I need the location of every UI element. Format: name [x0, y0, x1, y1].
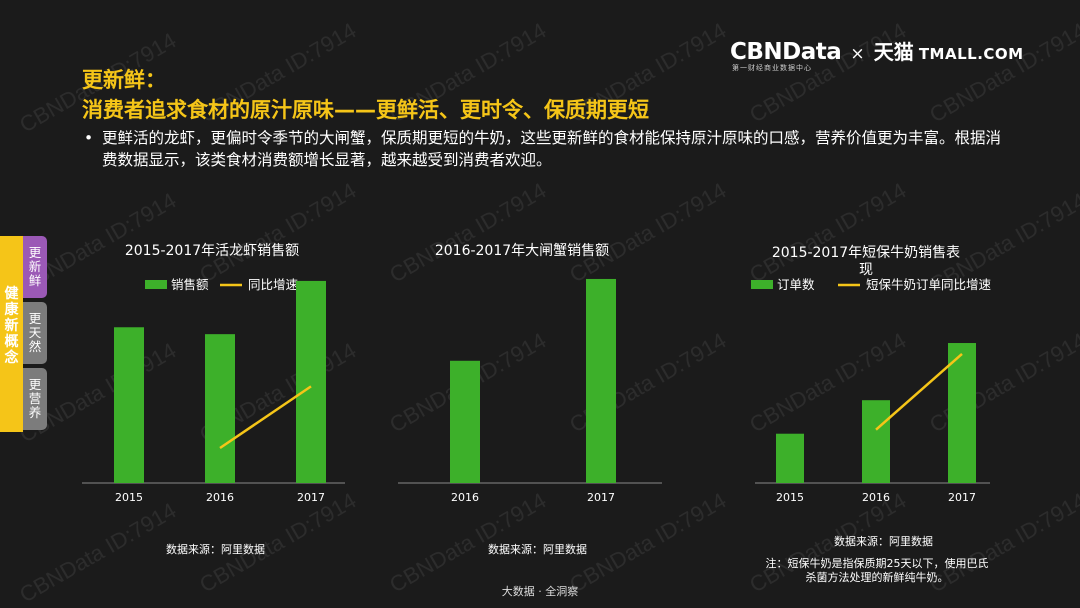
chart-title: 2015-2017年活龙虾销售额 [125, 243, 299, 259]
x-tick-label: 2017 [297, 491, 325, 504]
sidebar-category-text: 健康新概念 [4, 286, 19, 366]
chart-bar [114, 327, 144, 483]
x-tick-label: 2015 [115, 491, 143, 504]
growth-line [219, 385, 312, 450]
legend-label-bar: 订单数 [777, 277, 815, 292]
cbndata-logo: CBNData [730, 39, 842, 65]
sidebar-tab-label: 更营养 [28, 377, 42, 420]
x-tick-label: 2015 [776, 491, 804, 504]
chart-bar [296, 280, 326, 483]
tmall-logo-en: TMALL.COM [918, 45, 1024, 63]
chart-bar [586, 278, 616, 483]
bullet-marker: • [84, 129, 94, 147]
growth-line [875, 353, 963, 431]
bullet-text: 更鲜活的龙虾，更偏时令季节的大闸蟹，保质期更短的牛奶，这些更新鲜的食材能保持原汁… [102, 129, 1002, 169]
legend-label-bar: 销售额 [171, 277, 209, 292]
chart-bar [948, 343, 976, 483]
x-tick-label: 2016 [206, 491, 234, 504]
chart1-source: 数据来源：阿里数据 [166, 543, 265, 556]
tmall-logo-cn: 天猫 [873, 40, 914, 64]
footer-tagline: 大数据 · 全洞察 [501, 585, 579, 598]
legend-label-line: 短保牛奶订单同比增速 [866, 277, 992, 292]
sidebar-tab-label: 更新鲜 [28, 245, 42, 288]
bullet-paragraph: • 更鲜活的龙虾，更偏时令季节的大闸蟹，保质期更短的牛奶，这些更新鲜的食材能保持… [84, 127, 1014, 171]
chart-bar [776, 433, 804, 483]
x-tick-label: 2017 [587, 491, 615, 504]
sidebar-tab-label: 更天然 [28, 311, 42, 354]
x-tick-label: 2017 [948, 491, 976, 504]
section-title: 更新鲜： [82, 68, 166, 92]
sidebar-category-label: 健康新概念 [0, 286, 23, 366]
legend-swatch-bar [145, 280, 167, 289]
x-tick-label: 2016 [451, 491, 479, 504]
chart-bar [862, 400, 890, 483]
chart-bar [205, 334, 235, 483]
chart3-source: 数据来源：阿里数据 [834, 535, 933, 548]
legend-label-line: 同比增速 [248, 277, 299, 292]
chart2-source: 数据来源：阿里数据 [488, 543, 587, 556]
sidebar-tab-fresher[interactable]: 更新鲜 [23, 236, 47, 298]
x-tick-label: 2016 [862, 491, 890, 504]
chart-bar [450, 360, 480, 483]
cbndata-logo-subtitle: 第一财经商业数据中心 [732, 64, 812, 72]
sidebar-tab-nutritious[interactable]: 更营养 [23, 368, 47, 430]
chart-title: 2015-2017年短保牛奶销售表 [772, 245, 960, 261]
chart-title: 2016-2017年大闸蟹销售额 [435, 243, 609, 259]
logo-cross: × [850, 44, 865, 64]
sidebar-tab-natural[interactable]: 更天然 [23, 302, 47, 364]
brand-logo: CBNData × 天猫 TMALL.COM 第一财经商业数据中心 [730, 36, 1024, 72]
sidebar-accent [0, 236, 23, 432]
chart3-note: 注：短保牛奶是指保质期25天以下，使用巴氏杀菌方法处理的新鲜纯牛奶。 [765, 557, 989, 584]
section-subtitle: 消费者追求食材的原汁原味——更鲜活、更时令、保质期更短 [82, 98, 649, 122]
chart-title-wrap: 现 [859, 262, 873, 278]
legend-swatch-bar [751, 280, 773, 289]
